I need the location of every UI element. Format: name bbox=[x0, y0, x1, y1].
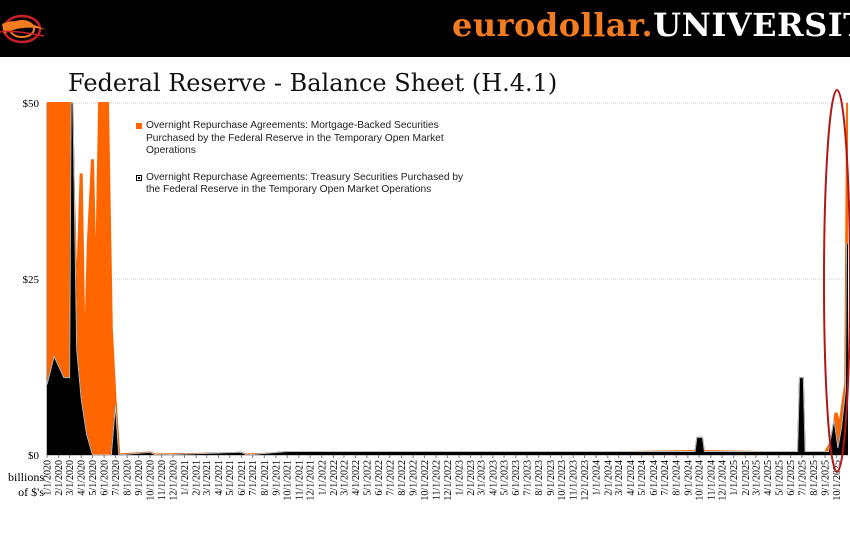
x-tick-label: 5/1/2024 bbox=[637, 460, 648, 496]
x-tick-label: 7/1/2025 bbox=[797, 460, 808, 496]
x-tick-label: 7/1/2022 bbox=[385, 460, 396, 496]
x-tick-label: 12/1/2024 bbox=[718, 460, 729, 501]
chart-title: Federal Reserve - Balance Sheet (H.4.1) bbox=[68, 69, 558, 97]
highlight-ellipse bbox=[823, 89, 850, 473]
x-tick-label: 6/1/2023 bbox=[511, 460, 522, 496]
x-tick-label: 3/1/2020 bbox=[65, 460, 76, 496]
x-tick-label: 6/1/2024 bbox=[649, 460, 660, 496]
x-tick-label: 8/1/2021 bbox=[260, 460, 271, 496]
x-tick-label: 8/1/2024 bbox=[672, 460, 683, 496]
x-tick-label: 2/1/2020 bbox=[54, 460, 65, 496]
x-tick-label: 9/1/2020 bbox=[134, 460, 145, 496]
chart-legend: Overnight Repurchase Agreements: Mortgag… bbox=[136, 120, 476, 211]
x-tick-label: 4/1/2020 bbox=[77, 460, 88, 496]
x-tick-label: 3/1/2021 bbox=[202, 460, 213, 496]
x-tick-label: 3/1/2022 bbox=[339, 460, 350, 496]
x-tick-label: 2/1/2023 bbox=[466, 460, 477, 496]
eurodollar-logo-icon bbox=[0, 14, 46, 44]
units-label: billions of $'s bbox=[7, 470, 44, 499]
x-tick-label: 10/1/2024 bbox=[695, 460, 706, 501]
x-tick-label: 5/1/2022 bbox=[362, 460, 373, 496]
x-tick-label: 1/1/2022 bbox=[317, 460, 328, 496]
x-tick-label: 9/1/2024 bbox=[683, 460, 694, 496]
legend-label-mbs: Overnight Repurchase Agreements: Mortgag… bbox=[146, 120, 444, 156]
legend-swatch-mbs bbox=[136, 123, 142, 129]
x-tick-label: 12/1/2020 bbox=[168, 460, 179, 501]
x-tick-label: 9/1/2021 bbox=[271, 460, 282, 496]
x-tick-label: 8/1/2020 bbox=[123, 460, 134, 496]
x-tick-label: 5/1/2023 bbox=[500, 460, 511, 496]
x-tick-label: 6/1/2022 bbox=[374, 460, 385, 496]
x-tick-label: 11/1/2022 bbox=[432, 460, 443, 500]
x-tick-label: 11/1/2024 bbox=[706, 460, 717, 500]
x-tick-label: 2/1/2025 bbox=[741, 460, 752, 496]
x-tick-label: 8/1/2022 bbox=[397, 460, 408, 496]
x-tick-label: 7/1/2024 bbox=[660, 460, 671, 496]
x-tick-label: 7/1/2020 bbox=[111, 460, 122, 496]
x-tick-label: 7/1/2023 bbox=[523, 460, 534, 496]
x-tick-label: 4/1/2024 bbox=[626, 460, 637, 496]
x-tick-label: 4/1/2021 bbox=[214, 460, 225, 496]
x-tick-label: 10/1/2021 bbox=[283, 460, 294, 501]
legend-swatch-treasury bbox=[136, 174, 142, 181]
brand-eurodollar-text: eurodollar. bbox=[452, 6, 654, 44]
x-tick-label: 5/1/2020 bbox=[88, 460, 99, 496]
x-tick-label: 2/1/2024 bbox=[603, 460, 614, 496]
x-tick-label: 1/1/2023 bbox=[455, 460, 466, 496]
y-tick-label: $0 bbox=[28, 450, 40, 462]
legend-item-mbs: Overnight Repurchase Agreements: Mortgag… bbox=[136, 120, 476, 158]
x-tick-label: 3/1/2025 bbox=[751, 460, 762, 496]
x-tick-label: 1/1/2025 bbox=[729, 460, 740, 496]
x-tick-label: 1/1/2021 bbox=[180, 460, 191, 496]
header-banner: eurodollar.UNIVERSIT bbox=[0, 0, 850, 57]
x-tick-label: 11/1/2023 bbox=[569, 460, 580, 500]
x-tick-label: 5/1/2025 bbox=[774, 460, 785, 496]
x-tick-label: 4/1/2025 bbox=[763, 460, 774, 496]
x-tick-label: 12/1/2021 bbox=[306, 460, 317, 501]
x-tick-label: 12/1/2022 bbox=[443, 460, 454, 501]
x-tick-label: 10/1/2022 bbox=[420, 460, 431, 501]
x-tick-label: 6/1/2021 bbox=[237, 460, 248, 496]
x-tick-label: 10/1/2020 bbox=[146, 460, 157, 501]
x-tick-label: 1/1/2020 bbox=[43, 460, 54, 496]
x-tick-label: 10/1/2025 bbox=[832, 460, 843, 501]
x-tick-label: 5/1/2021 bbox=[225, 460, 236, 496]
brand-wordmark: eurodollar.UNIVERSIT bbox=[452, 6, 850, 44]
x-tick-label: 9/1/2025 bbox=[821, 460, 832, 496]
y-tick-label: $50 bbox=[23, 98, 40, 110]
x-tick-label: 9/1/2022 bbox=[409, 460, 420, 496]
legend-item-treasury: Overnight Repurchase Agreements: Treasur… bbox=[136, 172, 476, 197]
x-tick-label: 6/1/2020 bbox=[100, 460, 111, 496]
legend-label-treasury: Overnight Repurchase Agreements: Treasur… bbox=[146, 171, 464, 196]
x-tick-label: 7/1/2021 bbox=[248, 460, 259, 496]
x-tick-label: 2/1/2022 bbox=[329, 460, 340, 496]
x-tick-label: 9/1/2023 bbox=[546, 460, 557, 496]
x-tick-label: 11/1/2021 bbox=[294, 460, 305, 500]
x-tick-label: 6/1/2025 bbox=[786, 460, 797, 496]
x-tick-label: 4/1/2022 bbox=[351, 460, 362, 496]
x-tick-label: 1/1/2024 bbox=[592, 460, 603, 496]
y-tick-label: $25 bbox=[23, 274, 40, 286]
x-tick-label: 3/1/2023 bbox=[477, 460, 488, 496]
brand-university-text: UNIVERSIT bbox=[653, 6, 850, 44]
x-tick-label: 8/1/2023 bbox=[534, 460, 545, 496]
x-tick-label: 10/1/2023 bbox=[557, 460, 568, 501]
x-tick-label: 11/1/2020 bbox=[157, 460, 168, 500]
x-tick-label: 3/1/2024 bbox=[614, 460, 625, 496]
x-tick-label: 12/1/2023 bbox=[580, 460, 591, 501]
x-tick-label: 2/1/2021 bbox=[192, 460, 203, 496]
x-tick-label: 8/1/2025 bbox=[809, 460, 820, 496]
x-tick-label: 4/1/2023 bbox=[488, 460, 499, 496]
